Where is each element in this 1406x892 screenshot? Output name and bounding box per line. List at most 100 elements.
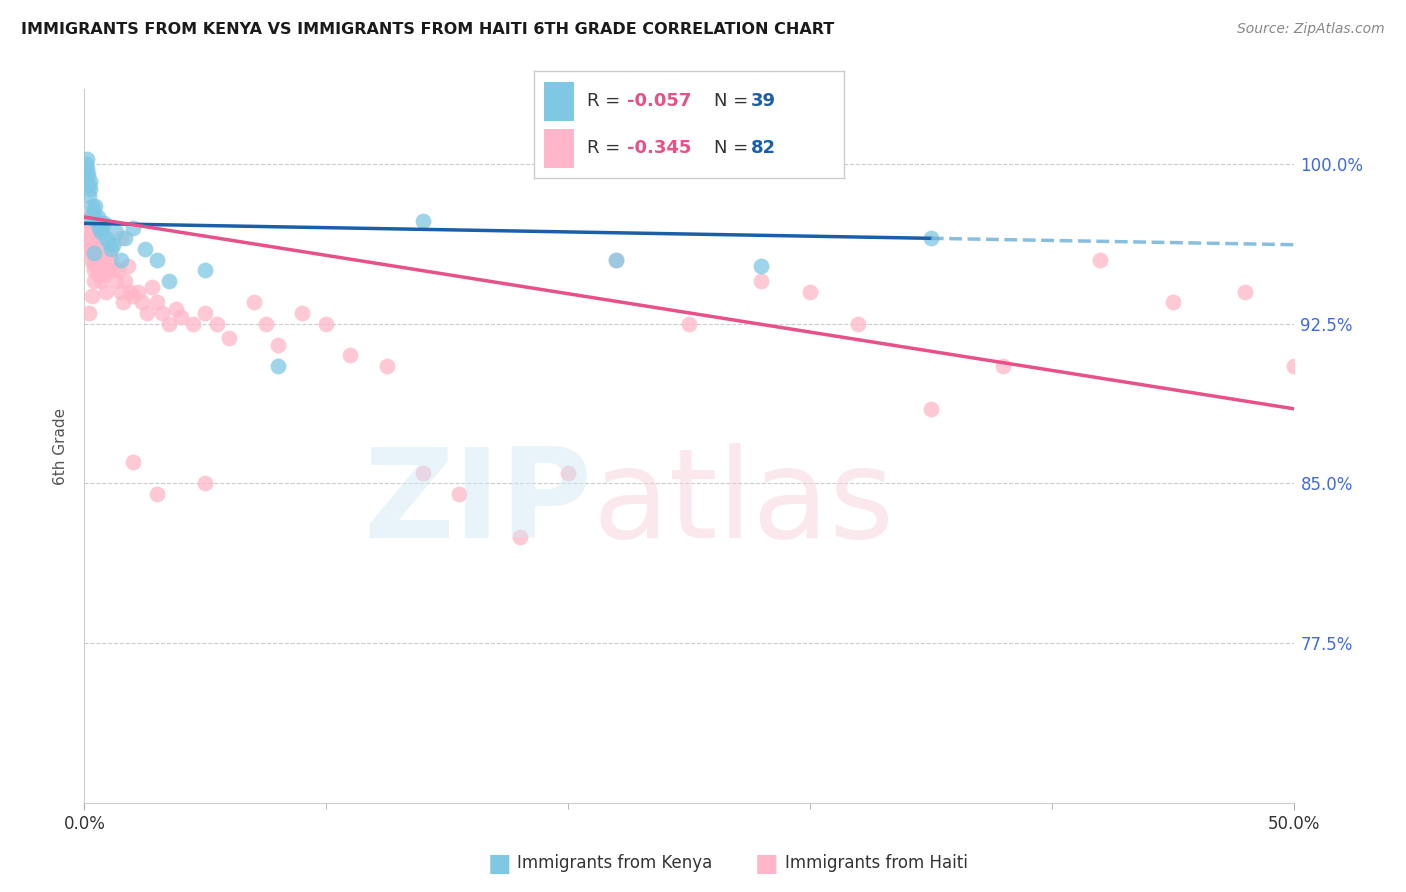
Point bbox=[79, 174, 101, 188]
Point bbox=[103, 237, 125, 252]
Text: N =: N = bbox=[714, 93, 754, 111]
Point bbox=[218, 331, 240, 345]
Point bbox=[90, 225, 112, 239]
Point bbox=[117, 259, 139, 273]
Point bbox=[80, 242, 103, 256]
Text: 39: 39 bbox=[751, 93, 776, 111]
Text: IMMIGRANTS FROM KENYA VS IMMIGRANTS FROM HAITI 6TH GRADE CORRELATION CHART: IMMIGRANTS FROM KENYA VS IMMIGRANTS FROM… bbox=[21, 22, 834, 37]
Point bbox=[84, 231, 107, 245]
Point bbox=[86, 252, 108, 267]
Point bbox=[77, 231, 100, 245]
Point bbox=[150, 306, 173, 320]
Point bbox=[80, 199, 103, 213]
Point bbox=[83, 237, 105, 252]
Point bbox=[315, 317, 337, 331]
Point bbox=[146, 252, 169, 267]
Point bbox=[89, 252, 111, 267]
Point bbox=[89, 216, 111, 230]
Point bbox=[83, 263, 105, 277]
Point bbox=[1234, 285, 1257, 299]
Point bbox=[83, 274, 105, 288]
Point bbox=[75, 168, 97, 182]
Point bbox=[77, 188, 100, 202]
Point bbox=[87, 220, 110, 235]
Text: Source: ZipAtlas.com: Source: ZipAtlas.com bbox=[1237, 22, 1385, 37]
Point bbox=[920, 231, 942, 245]
Text: -0.057: -0.057 bbox=[627, 93, 692, 111]
Point bbox=[1088, 252, 1111, 267]
Point bbox=[75, 220, 97, 235]
Point bbox=[94, 285, 117, 299]
Point bbox=[557, 466, 579, 480]
Point bbox=[86, 263, 108, 277]
Point bbox=[146, 295, 169, 310]
Y-axis label: 6th Grade: 6th Grade bbox=[53, 408, 69, 484]
Bar bbox=[544, 129, 575, 168]
Point bbox=[194, 306, 217, 320]
Point bbox=[77, 168, 100, 182]
Point bbox=[94, 259, 117, 273]
Point bbox=[1161, 295, 1184, 310]
Point bbox=[846, 317, 869, 331]
Point bbox=[254, 317, 277, 331]
Point bbox=[412, 466, 434, 480]
Point bbox=[207, 317, 229, 331]
Point bbox=[93, 216, 115, 230]
Point bbox=[104, 274, 127, 288]
Point bbox=[146, 487, 169, 501]
Point bbox=[678, 317, 700, 331]
Point bbox=[141, 280, 163, 294]
Text: ■: ■ bbox=[488, 852, 510, 875]
Point bbox=[77, 306, 100, 320]
Point bbox=[91, 220, 114, 235]
Point bbox=[77, 235, 100, 250]
Point bbox=[110, 285, 132, 299]
Text: N =: N = bbox=[714, 139, 754, 157]
Point bbox=[83, 210, 105, 224]
Point bbox=[76, 153, 98, 167]
Point bbox=[97, 246, 120, 260]
Point bbox=[121, 289, 143, 303]
Point bbox=[86, 210, 108, 224]
Text: ■: ■ bbox=[755, 852, 778, 875]
Point bbox=[75, 157, 97, 171]
Point bbox=[339, 349, 361, 363]
Point bbox=[120, 285, 142, 299]
Point bbox=[82, 252, 104, 267]
Point bbox=[77, 210, 100, 224]
Point bbox=[112, 295, 135, 310]
Point bbox=[194, 263, 217, 277]
Text: -0.345: -0.345 bbox=[627, 139, 692, 157]
Point bbox=[127, 285, 149, 299]
Point bbox=[76, 225, 98, 239]
Point bbox=[76, 161, 98, 175]
Point bbox=[79, 246, 101, 260]
Point bbox=[605, 252, 627, 267]
Point bbox=[291, 306, 314, 320]
Point bbox=[267, 338, 290, 352]
Point bbox=[110, 231, 132, 245]
Text: atlas: atlas bbox=[592, 442, 894, 564]
Point bbox=[751, 259, 773, 273]
Point bbox=[136, 306, 159, 320]
Point bbox=[412, 214, 434, 228]
Point bbox=[94, 231, 117, 245]
Point bbox=[121, 455, 143, 469]
Point bbox=[87, 252, 110, 267]
Point bbox=[83, 246, 105, 260]
Text: Immigrants from Kenya: Immigrants from Kenya bbox=[517, 855, 713, 872]
Point bbox=[80, 289, 103, 303]
Point bbox=[799, 285, 821, 299]
Point bbox=[509, 529, 531, 543]
Point bbox=[91, 263, 114, 277]
Text: Immigrants from Haiti: Immigrants from Haiti bbox=[785, 855, 967, 872]
Point bbox=[83, 246, 105, 260]
Point bbox=[242, 295, 264, 310]
Point bbox=[993, 359, 1015, 373]
Point bbox=[920, 401, 942, 416]
Point bbox=[267, 359, 290, 373]
Point bbox=[157, 317, 180, 331]
Point bbox=[131, 295, 153, 310]
Point bbox=[79, 242, 101, 256]
Text: 82: 82 bbox=[751, 139, 776, 157]
